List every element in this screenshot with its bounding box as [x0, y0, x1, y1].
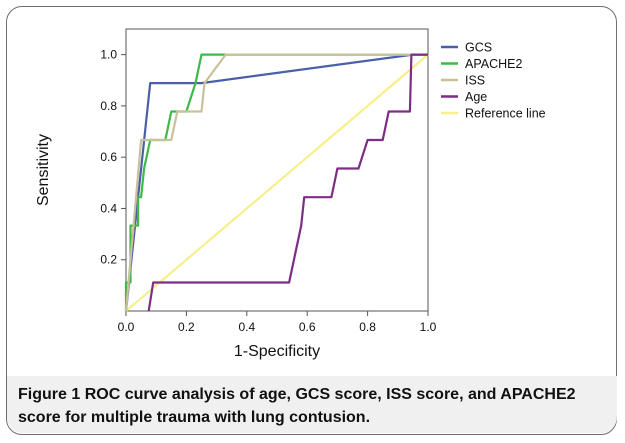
y-tick-label: 0.6: [100, 150, 117, 164]
x-tick-label: 0.6: [299, 320, 316, 334]
y-axis-label: Sensitivity: [35, 134, 52, 206]
figure-label: Figure 1: [18, 386, 81, 403]
legend-label-gcs: GCS: [465, 41, 492, 55]
figure-caption-text: ROC curve analysis of age, GCS score, IS…: [18, 386, 576, 426]
series-line-reference-line: [125, 53, 429, 312]
y-tick-label: 1.0: [100, 48, 117, 62]
roc-chart: 0.0 0.2 0.4 0.6 0.8 1.0 0.2 0.4 0.6 0.8 1.0 1-Spec…: [35, 28, 546, 360]
y-tick-label: 0.4: [100, 201, 117, 215]
series-layer: [124, 53, 428, 312]
y-tick-label: 0.2: [100, 253, 117, 267]
plot-area: [125, 28, 429, 312]
axis-layer: 0.0 0.2 0.4 0.6 0.8 1.0 0.2 0.4 0.6 0.8 1.0: [100, 48, 436, 334]
series-line-age: [147, 53, 428, 312]
reference-layer: [125, 53, 429, 312]
caption-box: [7, 376, 617, 433]
series-line-iss: [124, 53, 428, 312]
x-tick-label: 0.2: [178, 320, 195, 334]
y-tick-label: 0.8: [100, 99, 117, 113]
legend-label-reference-line: Reference line: [465, 107, 546, 121]
x-tick-label: 0.8: [359, 320, 376, 334]
figure-caption: Figure 1 ROC curve analysis of age, GCS …: [18, 383, 608, 429]
x-axis-label: 1-Specificity: [234, 343, 320, 360]
legend: GCS APACHE2 ISS Age Reference line: [441, 41, 546, 121]
legend-label-iss: ISS: [465, 74, 485, 88]
legend-label-age: Age: [465, 90, 487, 104]
legend-label-apache2: APACHE2: [465, 57, 522, 71]
x-tick-label: 0.0: [118, 320, 135, 334]
x-tick-label: 1.0: [420, 320, 437, 334]
x-tick-label: 0.4: [238, 320, 255, 334]
